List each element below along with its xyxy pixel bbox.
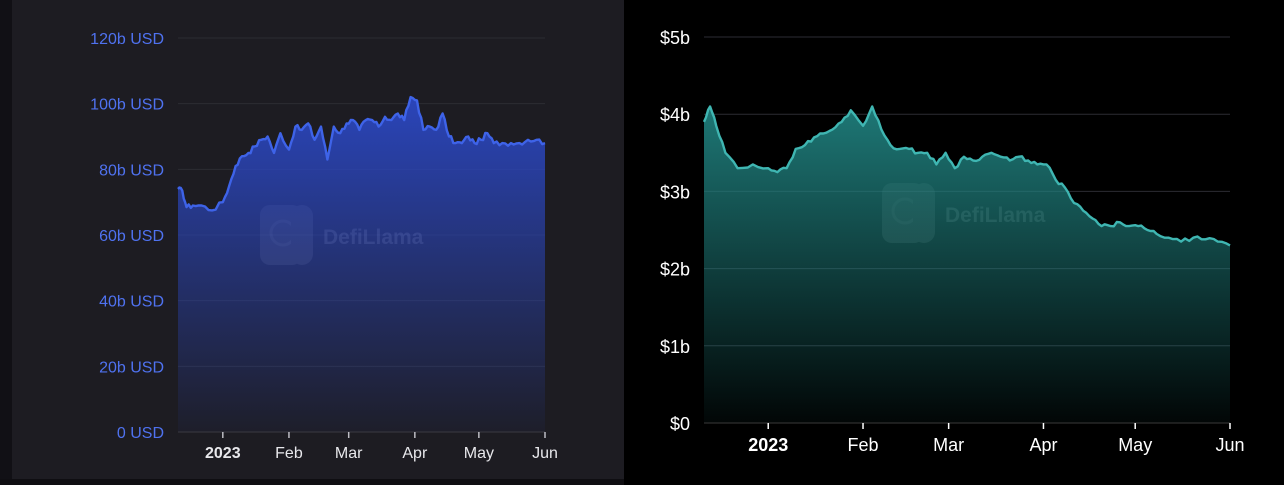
y-tick-label: 60b USD (99, 228, 164, 245)
x-tick-label: Jun (1215, 435, 1244, 455)
series-line[interactable] (177, 95, 546, 212)
y-tick-label: $0 (670, 414, 690, 434)
series-area (704, 106, 1230, 423)
x-tick-label: Mar (335, 445, 363, 462)
tvl-usd-chart-panel: 0 USD 20b USD 40b USD 60b USD 80b USD 100b US… (0, 0, 624, 485)
x-tick-label: Feb (275, 445, 303, 462)
series-area (178, 97, 545, 432)
y-tick-label: $3b (660, 182, 690, 202)
x-tick-label: Apr (402, 445, 428, 462)
y-tick-label: $5b (660, 28, 690, 48)
y-tick-label: 100b USD (90, 97, 164, 114)
y-tick-label: 80b USD (99, 162, 164, 179)
tvl-usd-chart[interactable]: 0 USD 20b USD 40b USD 60b USD 80b USD 100b US… (0, 0, 624, 485)
x-tick-label: May (1118, 435, 1152, 455)
x-tick-label: Apr (1029, 435, 1057, 455)
y-tick-label: $1b (660, 337, 690, 357)
volume-chart-panel: $0$1b$2b$3b$4b$5bDefiLlama2023FebMarAprM… (624, 0, 1284, 485)
panel-bottom-border (0, 479, 624, 485)
x-tick-label: 2023 (205, 445, 241, 462)
x-tick-label: 2023 (748, 435, 788, 455)
x-tick-label: Mar (933, 435, 964, 455)
volume-chart[interactable]: $0$1b$2b$3b$4b$5bDefiLlama2023FebMarAprM… (624, 0, 1284, 485)
panel-divider (0, 0, 12, 485)
x-tick-label: Feb (848, 435, 879, 455)
x-tick-label: Jun (532, 445, 558, 462)
series-line[interactable] (702, 105, 1231, 247)
y-tick-label: $4b (660, 105, 690, 125)
y-tick-label: 120b USD (90, 31, 164, 48)
y-tick-label: 20b USD (99, 359, 164, 376)
x-tick-label: May (464, 445, 494, 462)
y-tick-label: $2b (660, 260, 690, 280)
y-tick-label: 40b USD (99, 294, 164, 311)
y-tick-label: 0 USD (117, 425, 164, 442)
